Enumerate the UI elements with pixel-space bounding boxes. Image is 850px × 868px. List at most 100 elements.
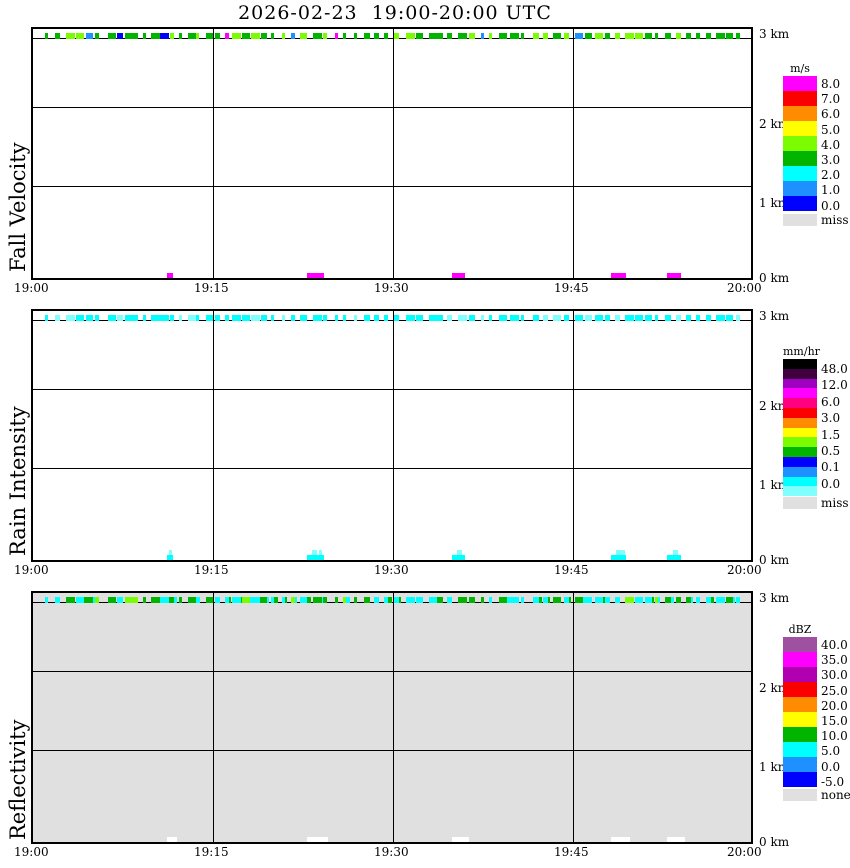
data-cell <box>405 315 415 321</box>
data-cell <box>614 33 620 39</box>
data-cell <box>383 33 388 39</box>
gridline-1945 <box>573 29 574 278</box>
data-cell <box>695 33 700 39</box>
data-cell <box>343 315 347 321</box>
colorbar-tick-5: 0.5 <box>821 444 841 458</box>
ytick-2km-p2: 2 km <box>759 399 790 413</box>
data-cell <box>232 315 242 321</box>
data-cell <box>142 597 146 603</box>
data-cell-surface <box>168 550 172 555</box>
data-cell-surface <box>622 550 626 555</box>
data-cell <box>574 33 583 39</box>
data-cell <box>625 315 635 321</box>
ytick-3km-p3: 3 km <box>759 591 790 605</box>
data-cell <box>552 597 561 603</box>
data-cell <box>489 33 493 39</box>
ytick-0km-p3: 0 km <box>759 835 790 849</box>
data-cell <box>594 33 603 39</box>
colorbar-tick-3: 3.0 <box>821 411 841 426</box>
data-cell <box>214 597 220 603</box>
data-cell-surface <box>307 273 320 278</box>
data-cell <box>44 315 48 321</box>
data-cell <box>614 315 620 321</box>
colorbar-tick-5: 15.0 <box>821 714 848 728</box>
colorbar-tick-2: 30.0 <box>821 668 848 683</box>
data-cell <box>665 33 672 39</box>
data-cell <box>86 33 94 39</box>
colorbar-band-8 <box>783 437 817 448</box>
plot-area-reflectivity[interactable] <box>31 591 753 844</box>
data-cell <box>645 597 653 603</box>
data-cell <box>44 33 48 39</box>
data-cell <box>291 315 296 321</box>
data-cell <box>387 597 392 603</box>
data-cell <box>509 597 519 603</box>
data-cell <box>291 33 296 39</box>
colorbar-band-3 <box>783 388 817 399</box>
data-cell <box>521 315 525 321</box>
data-cell-surface <box>666 837 685 842</box>
panel-label-fall-velocity: Fall Velocity <box>6 142 30 272</box>
data-cell-surface <box>666 273 681 278</box>
data-cell <box>343 597 347 603</box>
data-cell <box>323 597 328 603</box>
data-cell <box>54 597 60 603</box>
data-cell <box>363 315 370 321</box>
colorbar-tick-2: 6.0 <box>821 394 841 409</box>
data-cell <box>736 33 741 39</box>
data-cell-surface <box>456 550 463 555</box>
colorbar-missing-swatch-p2 <box>783 497 817 509</box>
colorbar-tick-8: 0.0 <box>821 759 841 774</box>
data-cell <box>574 315 583 321</box>
data-cell <box>214 33 220 39</box>
colorbar-tick-6: 10.0 <box>821 729 848 744</box>
data-cell <box>187 33 196 39</box>
data-cell-surface <box>619 273 627 278</box>
data-cell-surface <box>610 555 625 560</box>
data-cell <box>645 33 653 39</box>
data-cell <box>323 33 328 39</box>
data-cell <box>569 597 572 603</box>
data-cell <box>241 315 250 321</box>
data-cell-surface <box>307 837 324 842</box>
data-cell <box>353 315 357 321</box>
data-cell <box>736 315 741 321</box>
data-cell <box>187 597 196 603</box>
data-cell-surface <box>319 550 323 555</box>
xtick-1945-p2: 19:45 <box>554 563 589 577</box>
echo-layer-baseline <box>33 38 751 39</box>
data-cell <box>232 597 242 603</box>
data-cell <box>160 597 170 603</box>
data-cell <box>705 597 711 603</box>
data-cell <box>178 315 182 321</box>
data-cell <box>428 315 438 321</box>
data-cell <box>532 315 539 321</box>
data-cell <box>437 315 444 321</box>
data-cell <box>271 33 275 39</box>
data-cell <box>604 597 610 603</box>
data-cell <box>142 33 146 39</box>
figure-title: 2026-02-23 19:00-20:00 UTC <box>238 2 552 24</box>
data-cell <box>295 597 298 603</box>
data-cell <box>251 597 261 603</box>
data-cell <box>373 315 379 321</box>
colorbar-band-2 <box>783 378 817 389</box>
xtick-1945-p3: 19:45 <box>554 845 589 859</box>
data-cell <box>489 315 493 321</box>
colorbar-tick-9: -5.0 <box>821 774 845 789</box>
ytick-2km-p3: 2 km <box>759 681 790 695</box>
data-cell <box>405 33 415 39</box>
gridline-1915 <box>213 311 214 560</box>
data-cell <box>521 33 525 39</box>
data-cell <box>582 597 585 603</box>
data-cell <box>690 597 693 603</box>
xtick-1915-p3: 19:15 <box>194 845 229 859</box>
data-cell <box>54 315 60 321</box>
data-cell <box>652 597 655 603</box>
plot-area-rain-intensity[interactable] <box>31 309 753 562</box>
data-cell <box>282 33 286 39</box>
data-cell <box>635 33 644 39</box>
xtick-2000-p2: 20:00 <box>727 563 762 577</box>
data-cell <box>322 597 325 603</box>
plot-area-fall-velocity[interactable] <box>31 27 753 280</box>
